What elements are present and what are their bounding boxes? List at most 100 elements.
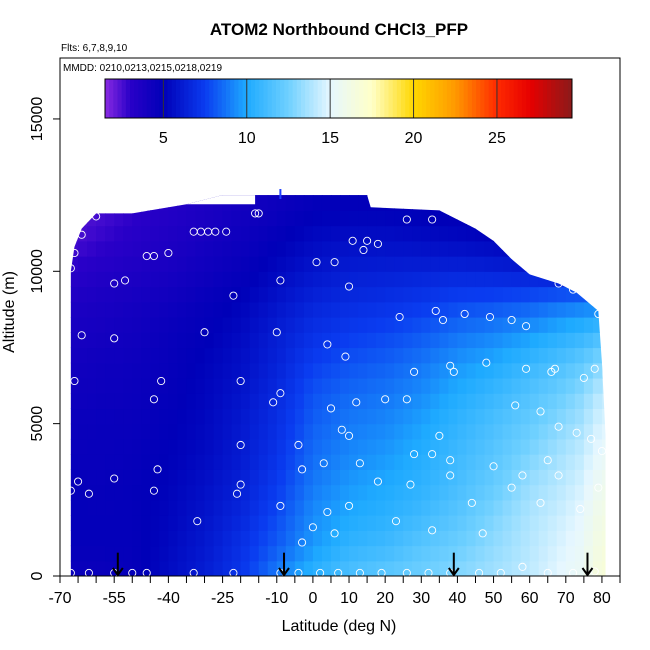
field-cell [475,195,486,196]
sample-point [232,489,242,498]
field-cell [601,301,606,318]
field-cell [538,438,549,455]
field-cell [565,484,576,501]
field-cell [60,287,70,303]
colorbar-cell [305,79,310,118]
field-cell [520,286,531,303]
field-cell [177,301,188,318]
field-cell [276,393,287,410]
field-cell [556,377,567,394]
field-cell [511,484,522,501]
field-cell [349,317,359,333]
field-cell [439,530,449,547]
field-cell [267,530,278,547]
field-cell [547,530,558,547]
field-cell [87,271,97,288]
field-cell [502,408,513,425]
field-cell [285,225,296,242]
field-cell [312,332,323,349]
field-cell [195,484,206,501]
field-cell [204,377,215,394]
field-cell [565,347,576,364]
field-cell [538,560,549,576]
field-cell [159,271,169,288]
field-cell [340,393,350,410]
sample-point [424,568,433,576]
field-cell [105,454,115,470]
colorbar-cell [509,79,515,118]
field-cell [87,286,97,303]
field-cell [267,195,278,196]
field-cell [583,454,594,470]
colorbar-cell [480,79,486,118]
field-cell [186,530,197,547]
colorbar-cell [388,79,394,118]
field-cell [349,560,359,576]
field-cell [421,195,431,196]
colorbar-cell [330,79,335,118]
field-cell [439,271,449,288]
field-cell [403,438,413,455]
field-cell [123,225,133,242]
field-cell [231,317,242,333]
field-cell [403,332,413,349]
field-cell [123,393,133,410]
field-cell [276,408,287,425]
field-cell [439,545,449,562]
colorbar-cell [121,79,127,118]
field-cell [132,499,142,516]
field-cell [123,240,133,257]
field-cell [204,347,215,364]
sample-point [276,501,285,510]
field-cell [439,423,449,440]
field-cell [141,210,151,227]
field-cell [168,545,179,562]
field-cell [267,210,278,227]
field-cell [475,515,486,531]
field-cell [547,377,558,394]
field-cell [457,423,468,440]
field-cell [556,545,567,562]
field-cell [340,377,350,394]
field-cell [222,393,233,410]
field-cell [70,195,79,196]
field-cell [276,195,287,196]
field-cell [141,393,151,410]
field-cell [231,195,242,196]
field-cell [592,301,603,318]
field-cell [502,195,513,196]
field-cell [303,332,314,349]
field-cell [367,195,377,196]
field-cell [565,210,576,227]
field-cell [114,347,124,364]
field-cell [195,393,206,410]
field-cell [412,195,422,196]
field-cell [267,271,278,288]
sample-point [579,373,588,382]
sample-point [543,568,552,576]
field-cell [303,225,314,242]
field-cell [358,377,368,394]
field-cell [195,469,206,486]
field-cell [601,195,606,196]
field-cell [412,530,422,547]
field-cell [312,393,323,410]
field-cell [267,347,278,364]
field-cell [412,545,422,562]
field-cell [529,560,540,576]
sample-point [128,568,137,576]
sample-point [402,215,411,224]
field-cell [150,240,160,257]
field-cell [403,499,413,516]
field-cell [385,301,395,318]
field-cell [340,225,350,242]
field-cell [565,377,576,394]
field-cell [132,423,142,440]
field-cell [87,362,97,379]
field-cell [412,438,422,455]
field-cell [294,195,305,196]
field-cell [285,271,296,288]
field-cell [592,225,603,242]
field-cell [547,454,558,470]
